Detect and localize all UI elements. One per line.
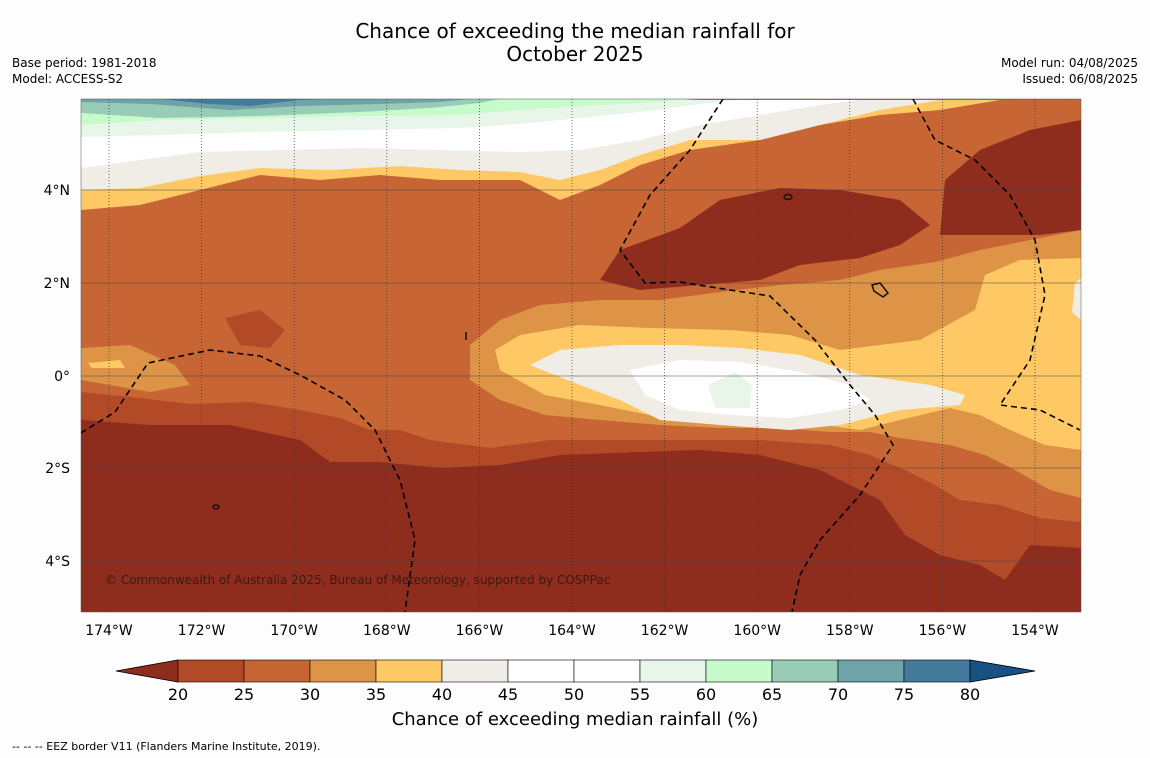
colorbar-tick-label: 60 <box>696 685 716 704</box>
colorbar-tick-label: 35 <box>366 685 386 704</box>
colorbar-segment <box>573 659 641 683</box>
band-70-75 <box>81 99 470 110</box>
lat-label: 4°S <box>45 554 70 570</box>
colorbar-tick-label: 30 <box>300 685 320 704</box>
colorbar-tick-label: 55 <box>630 685 650 704</box>
map-title-line1: Chance of exceeding the median rainfall … <box>355 19 795 43</box>
meta-left: Base period: 1981-2018 Model: ACCESS-S2 <box>12 55 157 87</box>
lon-label: 164°W <box>548 623 596 639</box>
meta-right: Model run: 04/08/2025 Issued: 06/08/2025 <box>1001 55 1138 87</box>
issued-text: Issued: 06/08/2025 <box>1022 72 1138 86</box>
island-outline <box>871 282 890 298</box>
graticule <box>81 99 1081 612</box>
colorbar-segment <box>903 659 971 683</box>
colorbar-tick-label: 70 <box>828 685 848 704</box>
model-run-text: Model run: 04/08/2025 <box>1000 56 1138 70</box>
colorbar-tick-label: 80 <box>960 685 980 704</box>
colorbar-segment <box>771 659 839 683</box>
lon-label: 162°W <box>641 623 689 639</box>
colorbar-segment <box>309 659 377 683</box>
colorbar-segment <box>507 659 575 683</box>
lat-label: 0° <box>54 369 70 385</box>
lon-label: 160°W <box>733 623 781 639</box>
eez-borders <box>81 99 1081 612</box>
colorbar-segment <box>375 659 443 683</box>
band-30-35-west-pocket <box>81 345 190 392</box>
colorbar-tick-label: 75 <box>894 685 914 704</box>
footer-note: -- -- -- EEZ border V11 (Flanders Marine… <box>12 740 321 753</box>
lon-label: 166°W <box>456 623 504 639</box>
colorbar-segment <box>243 659 311 683</box>
lat-label: 2°N <box>44 276 70 292</box>
colorbar-segment <box>705 659 773 683</box>
base-period-text: Base period: 1981-2018 <box>12 56 157 70</box>
band-75-80 <box>160 99 330 106</box>
lon-label: 170°W <box>270 623 318 639</box>
colorbar-tick-label: 65 <box>762 685 782 704</box>
band-55-60 <box>81 100 752 408</box>
colorbar-segment <box>441 659 509 683</box>
colorbar-segment <box>639 659 707 683</box>
band-below-20-ne-pocket <box>940 120 1081 235</box>
lon-label: 156°W <box>919 623 967 639</box>
islands <box>212 193 890 510</box>
lat-label: 4°N <box>44 183 70 199</box>
copyright-text: © Commonwealth of Australia 2025, Bureau… <box>105 573 610 587</box>
colorbar-tick-label: 20 <box>168 685 188 704</box>
eez-border-east <box>912 99 1081 431</box>
eez-border-central <box>619 99 894 612</box>
colorbar: 20 25 30 35 40 45 50 55 60 65 70 75 80 <box>115 659 1036 704</box>
band-20-25-west-pocket <box>225 310 285 348</box>
lon-label: 172°W <box>178 623 226 639</box>
colorbar-tick-label: 25 <box>234 685 254 704</box>
lon-label: 174°W <box>85 623 133 639</box>
map-frame <box>80 98 1082 613</box>
map-title-line2: October 2025 <box>506 42 644 66</box>
band-below-20-north-pocket <box>600 188 930 290</box>
island-marker <box>783 193 793 201</box>
colorbar-title: Chance of exceeding median rainfall (%) <box>391 709 759 730</box>
colorbar-tick-label: 50 <box>564 685 584 704</box>
model-text: Model: ACCESS-S2 <box>12 72 124 86</box>
band-35-40 <box>81 99 1081 450</box>
lon-label: 154°W <box>1011 623 1059 639</box>
colorbar-segment <box>177 659 245 683</box>
band-35-40-west-pocket <box>88 360 125 368</box>
island-marker-south <box>212 504 220 510</box>
lon-label: 158°W <box>826 623 874 639</box>
longitude-labels: 174°W 172°W 170°W 168°W 166°W 164°W 162°W 160°W… <box>85 623 1059 639</box>
colorbar-segment <box>837 659 905 683</box>
colorbar-tick-label: 45 <box>498 685 518 704</box>
lon-label: 168°W <box>363 623 411 639</box>
lat-label: 2°S <box>45 461 70 477</box>
map-fill-layers <box>81 99 1081 612</box>
colorbar-low-extend <box>115 659 179 683</box>
colorbar-high-extend <box>969 659 1036 683</box>
colorbar-tick-label: 40 <box>432 685 452 704</box>
latitude-labels: 4°N 2°N 0° 2°S 4°S <box>44 183 71 570</box>
